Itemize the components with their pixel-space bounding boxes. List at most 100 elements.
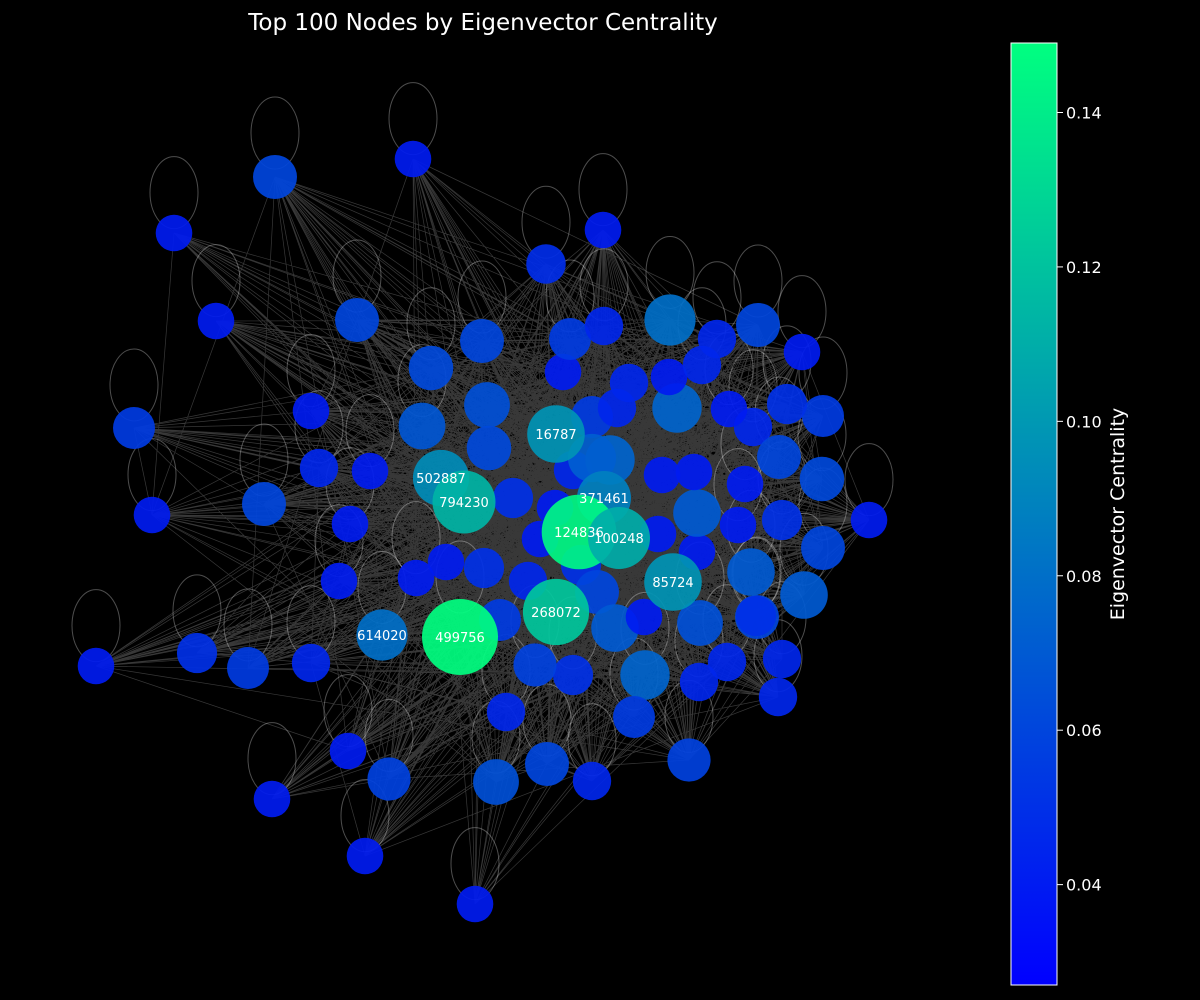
node [766, 383, 808, 425]
node [710, 390, 748, 428]
node [227, 647, 269, 689]
node [677, 600, 723, 646]
node-label: 16787 [535, 428, 576, 443]
node [176, 632, 218, 674]
node [762, 639, 802, 679]
colorbar-tick-label: 0.08 [1066, 567, 1102, 586]
node [544, 353, 582, 391]
node [719, 506, 757, 544]
node-label: 371461 [579, 492, 629, 507]
node [299, 448, 339, 488]
node [609, 363, 649, 403]
node-268072 [522, 578, 590, 646]
node [460, 319, 504, 363]
node [650, 358, 688, 396]
node [679, 662, 719, 702]
node [758, 677, 798, 717]
colorbar-tick-label: 0.10 [1066, 412, 1102, 431]
colorbar-label: Eigenvector Centrality [1107, 408, 1129, 621]
node [652, 383, 702, 433]
node [133, 496, 171, 534]
node [473, 759, 519, 805]
node [346, 837, 384, 875]
node [456, 885, 494, 923]
node-794230 [432, 470, 496, 534]
node [486, 692, 526, 732]
node-label: 85724 [652, 576, 693, 591]
node-label: 614020 [357, 629, 407, 644]
node [367, 757, 411, 801]
node [613, 696, 655, 738]
colorbar-tick-label: 0.04 [1066, 876, 1102, 895]
node-label: 502887 [416, 472, 466, 487]
colorbar-gradient [1010, 42, 1058, 986]
node-16787 [527, 405, 585, 463]
node [584, 211, 622, 249]
node [397, 559, 435, 597]
chart-title: Top 100 Nodes by Eigenvector Centrality [248, 10, 718, 36]
node [673, 489, 721, 537]
node [757, 435, 801, 479]
node [398, 402, 446, 450]
node [552, 654, 594, 696]
node [513, 643, 557, 687]
node [329, 732, 367, 770]
node [802, 395, 844, 437]
node [408, 345, 454, 391]
node [291, 643, 331, 683]
node [77, 647, 115, 685]
node [351, 452, 389, 490]
node [799, 456, 845, 502]
node-614020 [356, 609, 408, 661]
node [625, 598, 663, 636]
node [292, 392, 330, 430]
node [155, 214, 193, 252]
node [394, 140, 432, 178]
node [197, 302, 235, 340]
node-label: 124836 [554, 526, 604, 541]
node-100248 [588, 507, 650, 569]
node [549, 318, 591, 360]
node [572, 761, 612, 801]
node [320, 562, 358, 600]
node [253, 155, 297, 199]
node [331, 505, 369, 543]
node [801, 526, 845, 570]
colorbar-tick-label: 0.12 [1066, 258, 1102, 277]
node [761, 499, 803, 541]
node [492, 477, 534, 519]
node [783, 333, 821, 371]
node [644, 294, 696, 346]
node [525, 742, 569, 786]
node [726, 465, 764, 503]
colorbar-tick-label: 0.06 [1066, 721, 1102, 740]
colorbar-tick-label: 0.14 [1066, 103, 1102, 122]
node-label: 268072 [531, 606, 581, 621]
node [427, 543, 465, 581]
nodes [77, 140, 888, 923]
node [620, 650, 670, 700]
node [584, 306, 624, 346]
node [463, 547, 505, 589]
node [335, 298, 379, 342]
node [526, 244, 566, 284]
node [667, 738, 711, 782]
node [850, 501, 888, 539]
node [735, 595, 777, 637]
node [113, 407, 155, 449]
node [466, 425, 512, 471]
node-85724 [644, 553, 702, 611]
node [253, 780, 291, 818]
node [707, 642, 747, 682]
node [697, 319, 737, 359]
node-label: 794230 [439, 496, 489, 511]
node [242, 482, 286, 526]
node [643, 456, 681, 494]
node [780, 571, 828, 619]
node [464, 382, 510, 428]
node [736, 303, 780, 347]
node-499756 [422, 599, 498, 675]
